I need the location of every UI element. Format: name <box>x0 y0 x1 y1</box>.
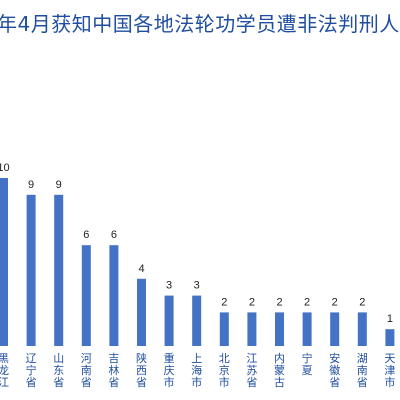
category-label-2: 山东省 <box>53 352 64 389</box>
bar-4 <box>109 245 119 346</box>
value-label-14: 1 <box>387 313 393 325</box>
category-label-4: 吉林省 <box>108 352 119 389</box>
bar-9 <box>247 312 257 346</box>
bar-14 <box>385 329 395 346</box>
bars-group <box>0 178 395 346</box>
value-label-9: 2 <box>249 296 255 308</box>
value-label-5: 4 <box>138 263 144 275</box>
value-labels-group: 10 9 9 6 6 4 3 3 2 2 2 2 2 2 1 <box>0 162 393 325</box>
category-label-7: 上海市 <box>191 352 202 389</box>
category-label-3: 河南省 <box>81 352 92 389</box>
category-label-5: 陕西省 <box>136 351 147 389</box>
value-label-8: 2 <box>221 296 227 308</box>
category-label-13: 湖南省 <box>357 352 368 389</box>
category-labels-group: 黑龙江 辽宁省 山东省 河南省 吉林省 陕西省 重庆市 上海市 北京市 江苏省 内蒙古 宁夏 安徽省 湖南… <box>0 351 395 389</box>
category-label-12: 安徽省 <box>329 351 340 389</box>
bar-1 <box>26 194 36 346</box>
bar-10 <box>275 312 284 346</box>
value-label-4: 6 <box>111 229 117 241</box>
value-label-12: 2 <box>332 296 338 308</box>
bar-12 <box>330 312 340 346</box>
bar-5 <box>137 278 146 346</box>
category-label-14: 天津市 <box>384 352 395 389</box>
value-label-7: 3 <box>194 280 200 292</box>
category-label-8: 北京市 <box>219 352 230 389</box>
category-label-6: 重庆市 <box>164 351 175 389</box>
value-label-11: 2 <box>304 296 310 308</box>
bar-8 <box>219 312 229 346</box>
category-label-10: 内蒙古 <box>274 351 285 389</box>
bar-2 <box>54 194 64 346</box>
value-label-3: 6 <box>83 229 89 241</box>
category-label-9: 江苏省 <box>246 352 257 389</box>
bar-13 <box>357 312 367 346</box>
bar-3 <box>81 245 91 346</box>
value-label-0: 10 <box>0 162 10 174</box>
category-label-11: 宁夏 <box>302 351 313 377</box>
value-label-10: 2 <box>276 296 282 308</box>
value-label-1: 9 <box>28 179 34 191</box>
bar-11 <box>302 312 312 346</box>
value-label-2: 9 <box>56 179 62 191</box>
chart-title: 年4月获知中国各地法轮功学员遭非法判刑人数 <box>0 12 400 36</box>
bar-6 <box>164 295 174 346</box>
bar-7 <box>192 295 202 346</box>
value-label-6: 3 <box>166 280 172 292</box>
category-label-1: 辽宁省 <box>26 352 37 389</box>
category-label-0: 黑龙江 <box>0 352 9 389</box>
value-label-13: 2 <box>359 296 365 308</box>
bar-0 <box>0 178 8 346</box>
